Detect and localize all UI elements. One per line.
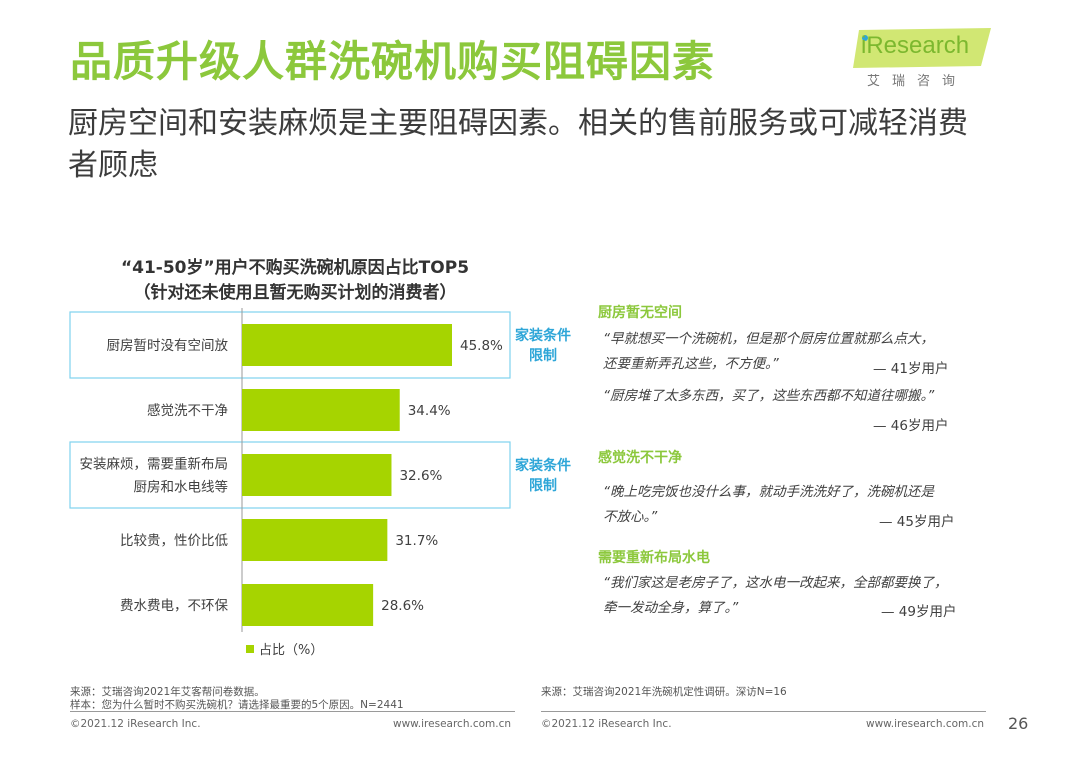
quote-45: “晚上吃完饭也没什么事，就动手洗洗好了，洗碗机还是 不放心。” <box>603 480 934 530</box>
category-label: 安装麻烦，需要重新布局 <box>80 457 229 473</box>
page-number: 26 <box>1008 714 1029 733</box>
tag-home-condition-2: 家装条件 限制 <box>508 456 578 496</box>
bar <box>242 389 400 431</box>
quote-line: “早就想买一个洗碗机，但是那个厨房位置就那么点大， <box>603 331 934 347</box>
copyright-right: ©2021.12 iResearch Inc. <box>541 718 672 730</box>
bar <box>242 584 374 626</box>
data-label: 32.6% <box>399 468 442 484</box>
legend-label: 占比（%） <box>259 643 323 658</box>
category-label: 感觉洗不干净 <box>147 402 228 419</box>
page-subtitle: 厨房空间和安装麻烦是主要阻碍因素。相关的售前服务或可减轻消费者顾虑 <box>68 106 968 183</box>
highlight-box <box>69 311 511 379</box>
quote-line: 不放心。” <box>603 509 658 525</box>
chart-title: “41-50岁”用户不购买洗碗机原因占比TOP5 <box>120 258 470 278</box>
bar <box>242 519 388 561</box>
sample-note-left: 样本：您为什么暂时不购买洗碗机？请选择最重要的5个原因。N=2441 <box>70 699 404 711</box>
logo-brand: iResearch <box>861 32 970 59</box>
quote-line: 还要重新弄孔这些，不方便。” <box>603 356 779 372</box>
quote-author: — 49岁用户 <box>881 604 957 620</box>
category-label: 比较贵，性价比低 <box>120 533 228 549</box>
highlight-box <box>69 441 511 509</box>
logo-brand-cn: 艾瑞咨询 <box>867 74 968 89</box>
note-head-layout: 需要重新布局水电 <box>598 550 710 566</box>
website-link-left[interactable]: www.iresearch.com.cn <box>393 718 512 730</box>
note-head-clean: 感觉洗不干净 <box>598 450 682 466</box>
quote-49: “我们家这是老房子了，这水电一改起来，全部都要换了， 牵一发动全身，算了。” <box>603 571 948 621</box>
data-label: 45.8% <box>460 338 503 354</box>
quote-author: — 45岁用户 <box>879 514 955 530</box>
website-link-right[interactable]: www.iresearch.com.cn <box>866 718 985 730</box>
chart-title-block: “41-50岁”用户不购买洗碗机原因占比TOP5 （针对还未使用且暂无购买计划的… <box>60 256 530 306</box>
tag-home-condition-1: 家装条件 限制 <box>508 326 578 366</box>
footer-divider-right <box>541 711 986 712</box>
category-label: 费水费电，不环保 <box>120 598 228 614</box>
legend-swatch <box>246 645 254 653</box>
quote-41: “早就想买一个洗碗机，但是那个厨房位置就那么点大， 还要重新弄孔这些，不方便。” <box>603 327 934 377</box>
tag-line: 限制 <box>529 348 557 364</box>
quote-line: 牵一发动全身，算了。” <box>603 600 739 616</box>
category-label: 厨房暂时没有空间放 <box>107 338 229 354</box>
logo-badge-icon <box>853 28 991 68</box>
data-label: 34.4% <box>408 403 451 419</box>
data-label: 31.7% <box>395 533 438 549</box>
quote-author: — 41岁用户 <box>873 361 949 377</box>
quote-line: “我们家这是老房子了，这水电一改起来，全部都要换了， <box>603 575 948 591</box>
bar <box>242 454 392 496</box>
footer-divider-left <box>70 711 515 712</box>
tag-line: 家装条件 <box>515 458 571 474</box>
chart-subtitle: （针对还未使用且暂无购买计划的消费者） <box>133 283 457 303</box>
source-note-right: 来源：艾瑞咨询2021年洗碗机定性调研。深访N=16 <box>541 686 787 698</box>
source-note-left: 来源：艾瑞咨询2021年艾客帮问卷数据。 <box>70 686 265 698</box>
tag-line: 家装条件 <box>515 328 571 344</box>
data-label: 28.6% <box>381 598 424 614</box>
category-label: 厨房和水电线等 <box>134 479 229 496</box>
tag-line: 限制 <box>529 478 557 494</box>
quote-line: “晚上吃完饭也没什么事，就动手洗洗好了，洗碗机还是 <box>603 484 934 500</box>
bar <box>242 324 452 366</box>
quote-author: — 46岁用户 <box>873 418 949 434</box>
note-head-kitchen: 厨房暂无空间 <box>598 305 682 321</box>
page-title: 品质升级人群洗碗机购买阻碍因素 <box>70 37 716 86</box>
quote-46: “厨房堆了太多东西，买了，这些东西都不知道往哪搬。” <box>603 388 935 404</box>
copyright-left: ©2021.12 iResearch Inc. <box>70 718 201 730</box>
iresearch-logo: iResearch 艾瑞咨询 <box>845 26 995 96</box>
